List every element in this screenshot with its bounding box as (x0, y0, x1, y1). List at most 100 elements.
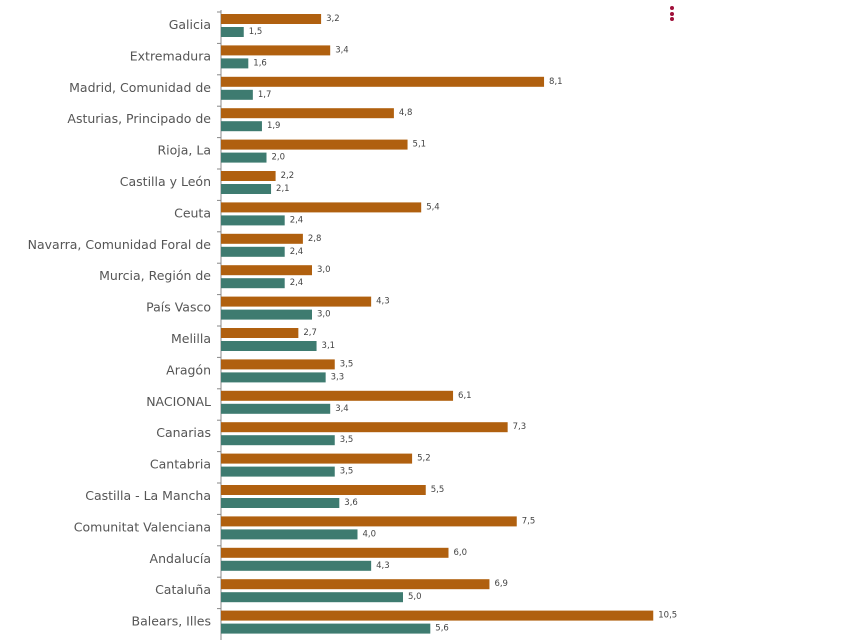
category-label: Extremadura (130, 48, 211, 63)
category-label: Cataluña (155, 582, 211, 597)
bar-series-2 (221, 58, 249, 69)
data-label: 5,0 (408, 592, 422, 602)
bar-series-1 (221, 485, 426, 495)
data-label: 2,1 (276, 184, 290, 194)
bar-series-1 (221, 453, 413, 464)
category-label: Castilla y León (120, 174, 211, 189)
data-label: 3,5 (340, 435, 354, 445)
bar-series-1 (221, 359, 335, 370)
bar-series-1 (221, 265, 312, 276)
bar-series-1 (221, 328, 299, 338)
data-label: 2,0 (272, 153, 286, 163)
data-label: 3,5 (340, 359, 354, 369)
data-label: 3,5 (340, 467, 354, 477)
data-label: 5,6 (435, 624, 449, 634)
bar-series-2 (221, 309, 312, 320)
data-label: 2,8 (308, 234, 322, 244)
category-label: Rioja, La (157, 143, 211, 158)
data-label: 4,8 (399, 108, 413, 118)
bar-series-2 (221, 121, 262, 132)
bar-series-1 (221, 202, 422, 213)
bar-series-1 (221, 547, 449, 558)
bar-series-2 (221, 623, 431, 634)
bar-series-2 (221, 215, 285, 226)
bar-series-1 (221, 139, 408, 150)
data-label: 2,4 (290, 247, 304, 257)
bar-series-2 (221, 278, 285, 289)
data-label: 5,1 (413, 140, 427, 150)
category-label: Comunitat Valenciana (74, 519, 211, 534)
bar-series-1 (221, 108, 394, 119)
bar-series-2 (221, 184, 272, 194)
bar-series-2 (221, 592, 403, 603)
bar-series-2 (221, 466, 335, 477)
bar-series-2 (221, 152, 267, 163)
data-label: 6,9 (494, 579, 508, 589)
bar-series-2 (221, 341, 317, 351)
bar-series-1 (221, 14, 322, 24)
vertical-dots-icon (668, 6, 676, 21)
bar-series-2 (221, 372, 326, 383)
bar-series-2 (221, 89, 253, 100)
data-label: 1,7 (258, 90, 272, 100)
bar-series-2 (221, 246, 285, 257)
data-label: 3,2 (326, 14, 340, 24)
bar-series-1 (221, 422, 508, 433)
category-label: Murcia, Región de (99, 268, 211, 283)
data-label: 3,4 (335, 404, 349, 414)
data-label: 7,3 (513, 422, 527, 432)
category-label: Ceuta (174, 205, 211, 220)
category-label: Melilla (171, 331, 211, 346)
bar-series-1 (221, 579, 490, 590)
bar-series-2 (221, 498, 340, 508)
data-label: 4,3 (376, 561, 390, 571)
data-label: 2,4 (290, 278, 304, 288)
bar-series-1 (221, 45, 331, 56)
bar-series-2 (221, 435, 335, 446)
data-label: 2,7 (303, 328, 317, 338)
data-label: 2,2 (281, 171, 295, 181)
data-label: 1,5 (249, 27, 263, 37)
bar-series-1 (221, 171, 276, 181)
bar-series-1 (221, 610, 654, 621)
data-label: 6,1 (458, 391, 472, 401)
category-label: Andalucía (150, 551, 211, 566)
bar-series-2 (221, 560, 372, 571)
bar-series-2 (221, 529, 358, 540)
data-label: 7,5 (522, 516, 536, 526)
category-label: Navarra, Comunidad Foral de (28, 237, 212, 252)
category-label: País Vasco (146, 300, 211, 315)
data-label: 3,0 (317, 265, 331, 275)
data-label: 3,0 (317, 310, 331, 320)
data-label: 3,4 (335, 45, 349, 55)
bar-series-2 (221, 403, 331, 414)
category-label: Castilla - La Mancha (85, 488, 211, 503)
category-label: Madrid, Comunidad de (69, 80, 211, 95)
bar-series-1 (221, 296, 372, 307)
data-label: 5,2 (417, 454, 431, 464)
category-label: Galicia (169, 17, 211, 32)
data-label: 6,0 (454, 548, 468, 558)
data-label: 5,4 (426, 202, 440, 212)
data-label: 10,5 (658, 611, 677, 621)
category-label: Aragón (166, 362, 211, 377)
data-label: 5,5 (431, 485, 445, 495)
data-label: 8,1 (549, 77, 563, 87)
data-label: 1,9 (267, 121, 281, 131)
bar-series-1 (221, 390, 454, 401)
bar-series-1 (221, 516, 517, 527)
bar-series-1 (221, 233, 303, 244)
category-label: Balears, Illes (132, 614, 212, 629)
data-label: 1,6 (253, 58, 267, 68)
category-label: Cantabria (150, 457, 211, 472)
category-label: NACIONAL (146, 394, 211, 409)
data-label: 3,3 (331, 372, 345, 382)
data-label: 4,3 (376, 297, 390, 307)
data-label: 3,1 (322, 341, 336, 351)
data-label: 2,4 (290, 215, 304, 225)
category-label: Canarias (156, 425, 211, 440)
chart-menu-button[interactable] (668, 6, 676, 23)
bar-series-2 (221, 27, 244, 37)
bar-series-1 (221, 76, 545, 87)
